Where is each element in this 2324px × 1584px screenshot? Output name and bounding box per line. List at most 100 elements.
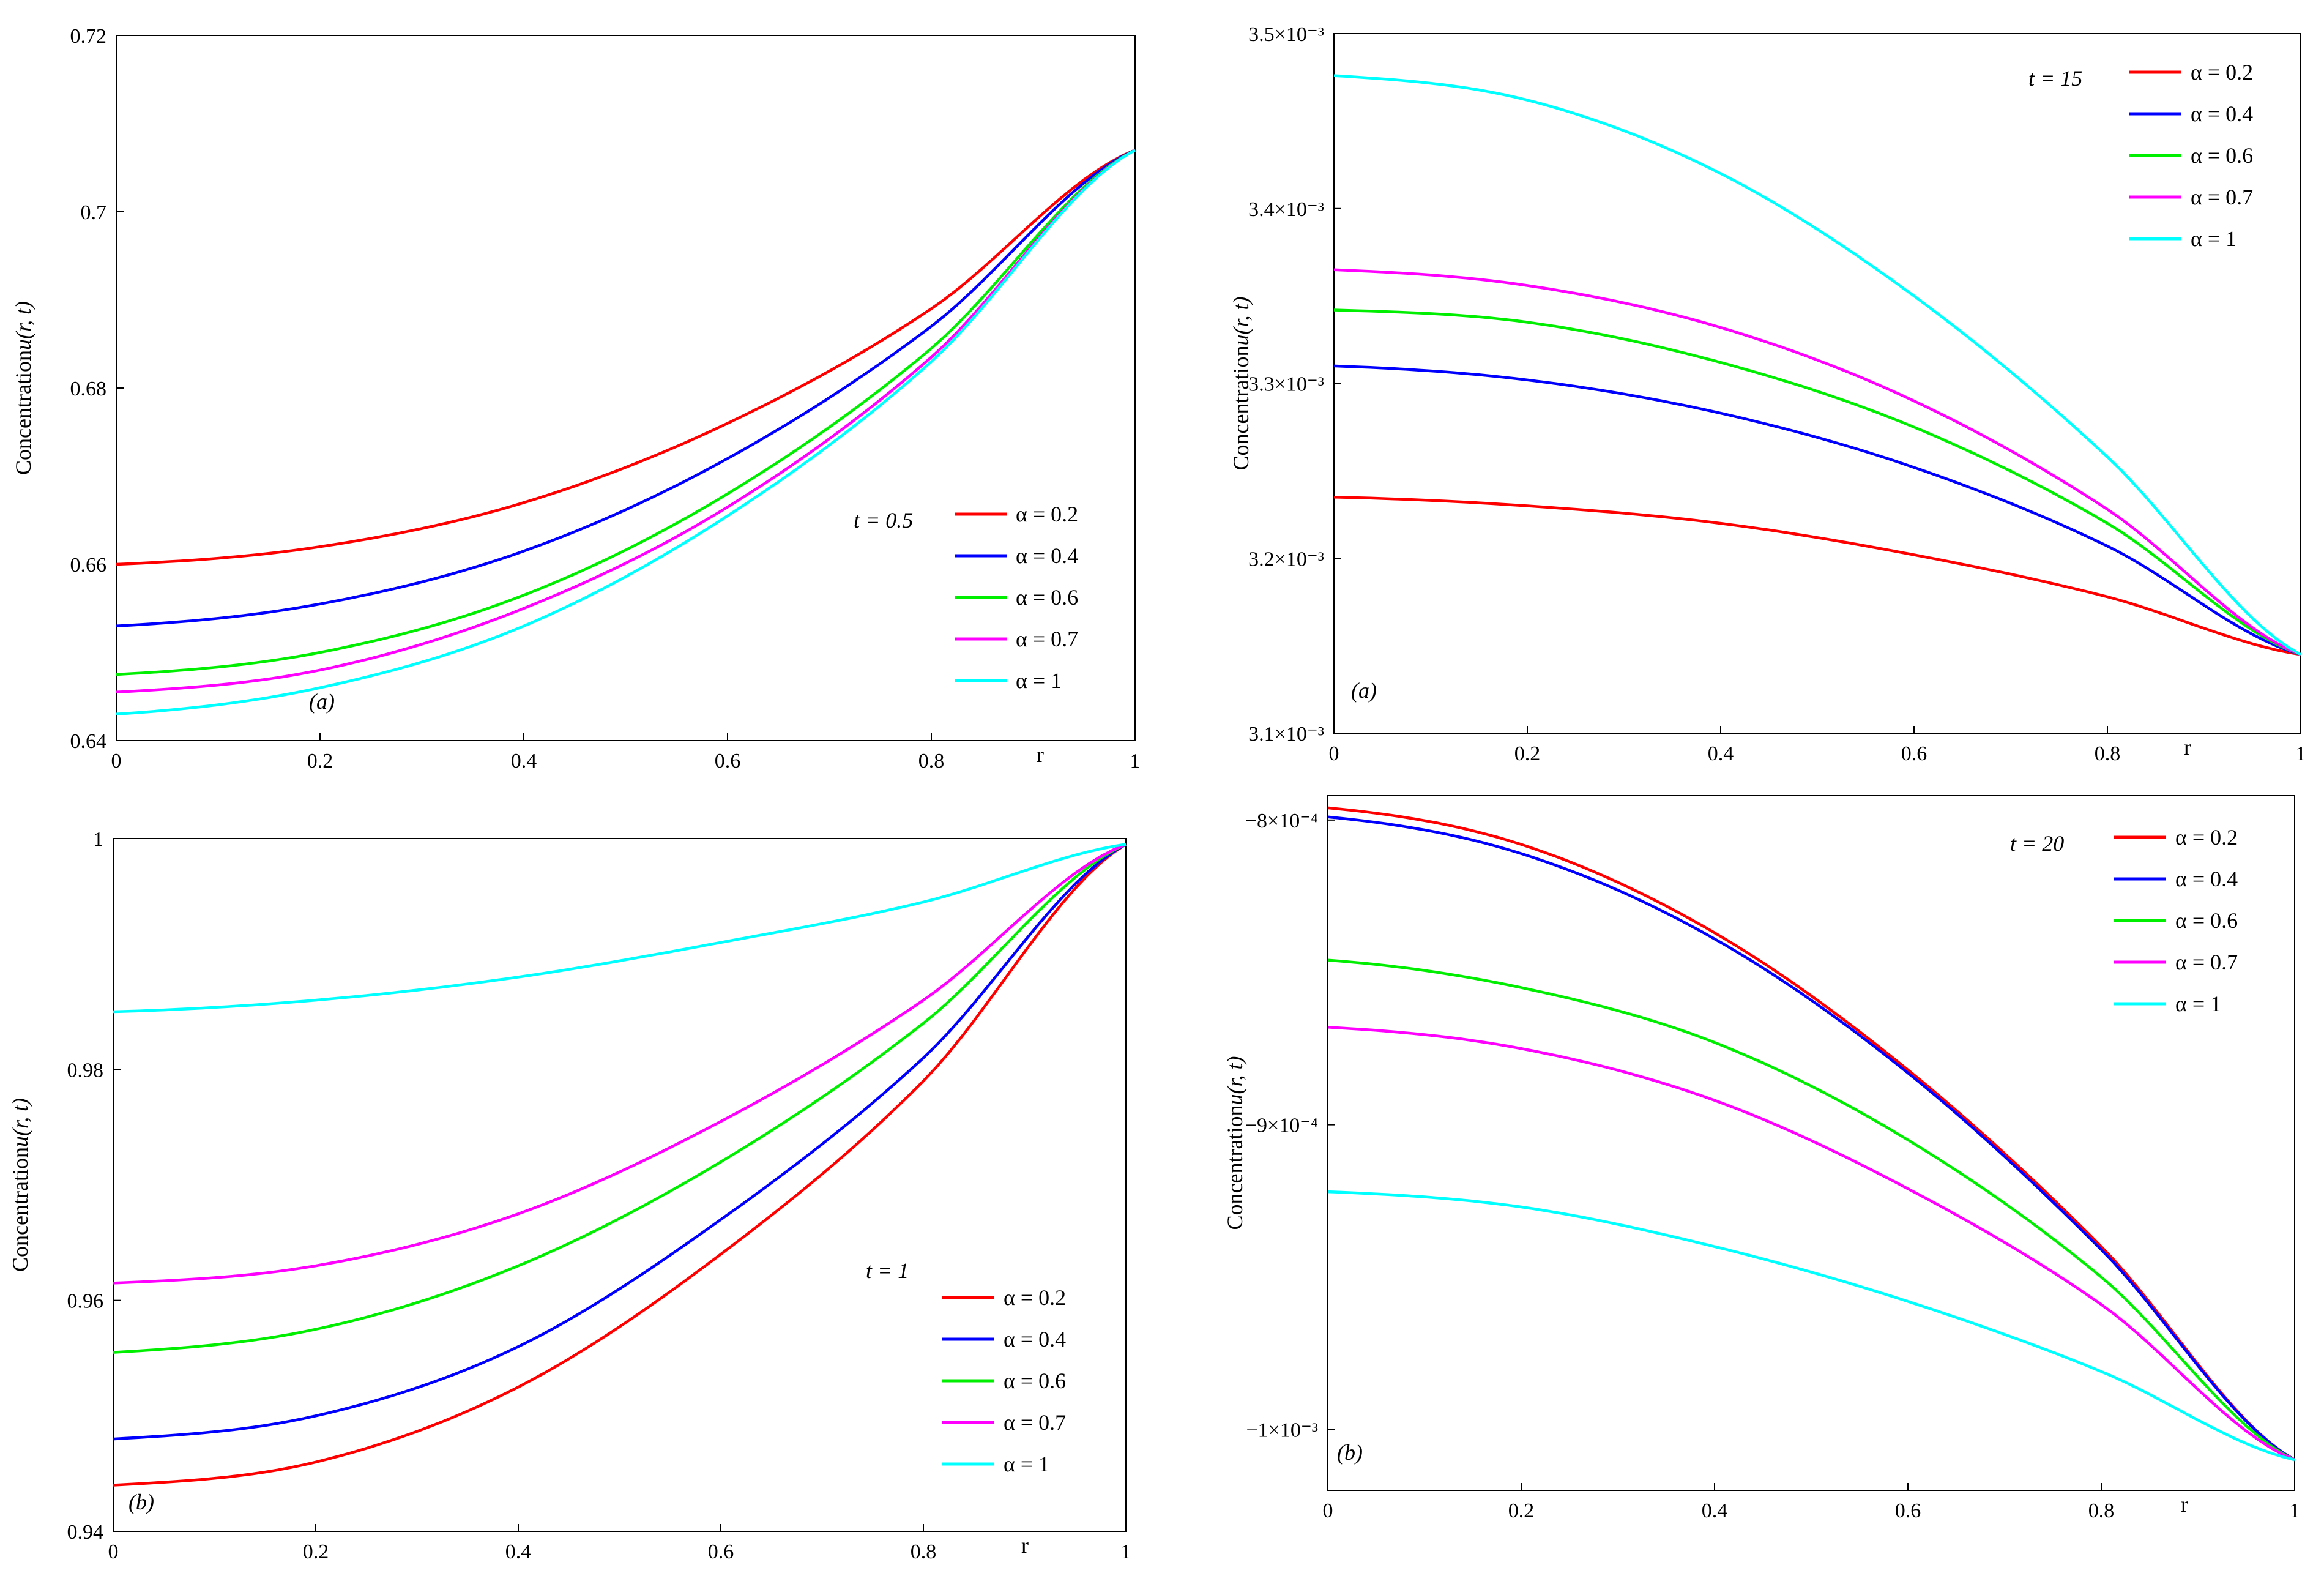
x-tick-label: 0.8 bbox=[911, 1541, 937, 1563]
x-tick-label: 0.2 bbox=[307, 750, 333, 772]
y-axis-label-prefix: Concentration bbox=[1229, 346, 1253, 471]
x-tick-label: 1 bbox=[1130, 750, 1141, 772]
legend-label: α = 1 bbox=[2191, 226, 2236, 251]
x-tick-label: 0.6 bbox=[1901, 742, 1927, 765]
x-tick-label: 0 bbox=[108, 1541, 119, 1563]
x-tick-label: 0.6 bbox=[715, 750, 741, 772]
legend-label: α = 1 bbox=[1016, 668, 1062, 693]
legend-label: α = 0.7 bbox=[1004, 1410, 1066, 1435]
y-axis-label-func: u(r, t) bbox=[11, 301, 35, 350]
x-tick-label: 0.4 bbox=[505, 1541, 532, 1563]
x-tick-label: 0.2 bbox=[1508, 1500, 1535, 1522]
time-label: t = 1 bbox=[866, 1258, 909, 1283]
y-tick-label: 0.94 bbox=[67, 1521, 104, 1544]
chart-top-left: 0 0.2 0.4 0.6 0.8 1 0.64 0.66 0.68 0.7 0.72 r Concen… bbox=[11, 25, 1141, 772]
legend-label: α = 0.2 bbox=[2191, 60, 2253, 84]
y-tick-label: 0.96 bbox=[67, 1290, 104, 1313]
legend-label: α = 0.6 bbox=[2175, 908, 2238, 933]
legend-label: α = 0.2 bbox=[1016, 502, 1078, 526]
y-axis-label: Concentrationu(r, t) bbox=[1229, 297, 1253, 471]
y-tick-label: 0.72 bbox=[70, 25, 107, 48]
series-line bbox=[1327, 815, 2296, 1462]
x-tick-label: 0.8 bbox=[2095, 742, 2121, 765]
x-tick-label: 0.8 bbox=[918, 750, 945, 772]
time-label: t = 0.5 bbox=[854, 508, 913, 532]
legend-label: α = 0.6 bbox=[2191, 143, 2253, 168]
series-line bbox=[1327, 1190, 2295, 1462]
chart-top-right: 0 0.2 0.4 0.6 0.8 1 3.1×10⁻³ 3.2×10⁻³ 3.3×10⁻³ 3.… bbox=[1229, 23, 2306, 765]
y-axis-label-func: u(r, t) bbox=[1223, 1056, 1247, 1105]
y-tick-label: 3.3×10⁻³ bbox=[1248, 373, 1324, 396]
plot-frame bbox=[1327, 795, 2295, 1491]
legend-label: α = 0.7 bbox=[2175, 950, 2238, 974]
series-line bbox=[113, 843, 1127, 1285]
x-tick-label: 0.6 bbox=[1895, 1500, 1921, 1522]
y-axis-label: Concentrationu(r, t) bbox=[8, 1098, 32, 1272]
series-line bbox=[113, 843, 1127, 1354]
legend-label: α = 0.6 bbox=[1016, 585, 1078, 610]
x-axis-label: r bbox=[2181, 1492, 2188, 1517]
y-axis-label: Concentrationu(r, t) bbox=[1223, 1056, 1247, 1230]
x-tick-label: 0.4 bbox=[511, 750, 537, 772]
x-axis-label: r bbox=[1021, 1533, 1029, 1558]
plot-frame bbox=[116, 35, 1136, 741]
x-tick-label: 0.4 bbox=[1702, 1500, 1728, 1522]
series-line bbox=[116, 149, 1136, 676]
plot-frame bbox=[113, 838, 1127, 1532]
chart-bottom-left: 0 0.2 0.4 0.6 0.8 1 0.94 0.96 0.98 1 r Concentratio… bbox=[8, 828, 1131, 1563]
series-line bbox=[1327, 958, 2296, 1462]
y-axis-label-func: u(r, t) bbox=[8, 1098, 32, 1147]
y-tick-label: 3.1×10⁻³ bbox=[1248, 723, 1324, 745]
series-line bbox=[116, 149, 1136, 694]
y-axis-label-prefix: Concentration bbox=[11, 350, 35, 475]
y-axis-label: Concentrationu(r, t) bbox=[11, 301, 35, 475]
chart-bottom-right: 0 0.2 0.4 0.6 0.8 1 −1×10⁻³ −9×10⁻⁴ −8×10⁻⁴ r Conc… bbox=[1223, 795, 2300, 1522]
plot-frame bbox=[1333, 33, 2301, 734]
y-tick-label: 3.4×10⁻³ bbox=[1248, 198, 1324, 221]
y-tick-label: −8×10⁻⁴ bbox=[1245, 810, 1318, 832]
legend-label: α = 0.7 bbox=[2191, 185, 2253, 209]
y-tick-label: −9×10⁻⁴ bbox=[1245, 1115, 1318, 1137]
series-line bbox=[1327, 1026, 2295, 1462]
time-label: t = 20 bbox=[2010, 831, 2064, 856]
y-tick-label: 3.5×10⁻³ bbox=[1248, 23, 1324, 46]
legend-label: α = 0.4 bbox=[2175, 867, 2238, 891]
legend-label: α = 0.4 bbox=[1004, 1327, 1066, 1351]
legend-label: α = 0.2 bbox=[1004, 1285, 1066, 1310]
y-tick-label: 0.7 bbox=[81, 201, 107, 224]
time-label: t = 15 bbox=[2028, 66, 2082, 91]
x-tick-label: 0.2 bbox=[1514, 742, 1541, 765]
y-tick-label: 0.98 bbox=[67, 1059, 104, 1082]
y-tick-label: −1×10⁻³ bbox=[1246, 1419, 1319, 1441]
panel-label: (a) bbox=[1351, 678, 1377, 703]
x-axis-label: r bbox=[1037, 742, 1044, 767]
x-tick-label: 1 bbox=[2290, 1500, 2300, 1522]
series-line bbox=[1333, 74, 2302, 656]
series-line bbox=[113, 843, 1127, 1441]
x-tick-label: 1 bbox=[1121, 1541, 1131, 1563]
y-axis-label-prefix: Concentration bbox=[1223, 1105, 1247, 1230]
series-line bbox=[116, 149, 1136, 628]
legend-label: α = 0.6 bbox=[1004, 1369, 1066, 1393]
panel-label: (a) bbox=[309, 689, 335, 714]
x-tick-label: 0.6 bbox=[708, 1541, 734, 1563]
series-line bbox=[116, 149, 1136, 716]
legend-label: α = 0.4 bbox=[1016, 544, 1078, 568]
series-line bbox=[1333, 364, 2301, 656]
x-tick-label: 0.4 bbox=[1708, 742, 1734, 765]
series-line bbox=[1327, 806, 2296, 1462]
y-tick-label: 3.2×10⁻³ bbox=[1248, 548, 1324, 570]
y-axis-label-prefix: Concentration bbox=[8, 1147, 32, 1272]
legend-label: α = 0.2 bbox=[2175, 825, 2238, 850]
legend-label: α = 1 bbox=[2175, 992, 2221, 1016]
x-axis-label: r bbox=[2184, 735, 2191, 760]
panel-label: (b) bbox=[1337, 1440, 1363, 1465]
y-tick-label: 0.64 bbox=[70, 730, 107, 753]
series-line bbox=[1333, 495, 2301, 656]
legend-label: α = 1 bbox=[1004, 1452, 1049, 1476]
panel-label: (b) bbox=[128, 1490, 154, 1514]
series-line bbox=[113, 843, 1127, 1014]
y-tick-label: 0.66 bbox=[70, 554, 107, 577]
series-line bbox=[113, 843, 1127, 1487]
